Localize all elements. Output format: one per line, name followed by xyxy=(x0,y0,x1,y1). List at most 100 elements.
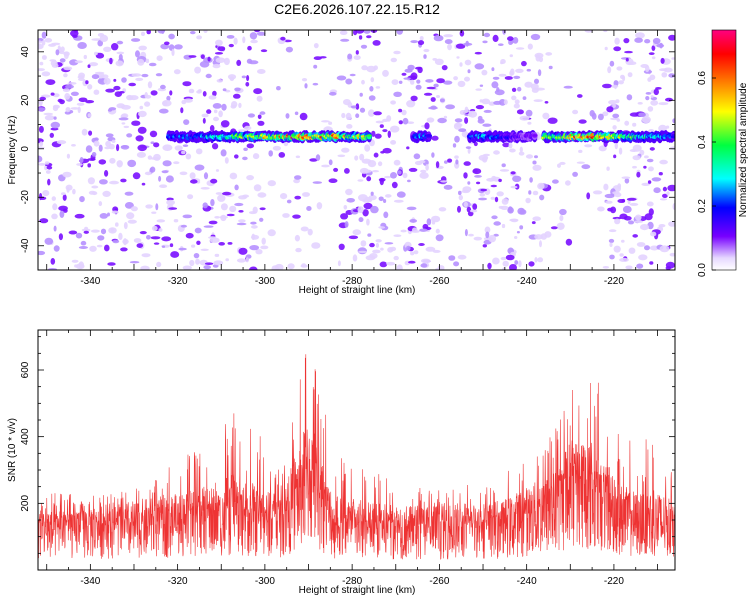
noise-speckle xyxy=(333,167,339,172)
noise-speckle xyxy=(145,204,153,209)
noise-speckle xyxy=(498,178,502,183)
noise-speckle xyxy=(426,117,435,123)
noise-speckle xyxy=(345,112,352,120)
noise-speckle xyxy=(178,247,187,251)
snr-y-label: SNR (10 * v/v) xyxy=(7,418,18,482)
noise-speckle xyxy=(238,219,246,223)
noise-speckle xyxy=(425,246,436,252)
noise-speckle xyxy=(39,61,44,66)
noise-speckle xyxy=(512,37,519,44)
noise-speckle xyxy=(109,157,116,164)
noise-speckle xyxy=(84,226,89,231)
noise-speckle xyxy=(44,38,53,43)
noise-speckle xyxy=(287,263,295,270)
noise-speckle xyxy=(431,152,435,158)
noise-speckle xyxy=(166,199,176,206)
noise-speckle xyxy=(503,99,508,105)
noise-speckle xyxy=(301,263,307,268)
noise-speckle xyxy=(144,94,152,99)
noise-speckle xyxy=(410,40,419,44)
noise-speckle xyxy=(516,109,524,115)
noise-speckle xyxy=(419,228,428,232)
noise-speckle xyxy=(212,103,222,109)
noise-speckle xyxy=(467,148,471,154)
noise-speckle xyxy=(532,164,542,171)
ridge-cell xyxy=(670,135,675,139)
noise-speckle xyxy=(129,261,140,264)
noise-speckle xyxy=(133,238,142,243)
noise-speckle xyxy=(423,48,430,53)
noise-speckle xyxy=(187,194,194,200)
noise-speckle xyxy=(362,169,372,173)
noise-speckle xyxy=(511,95,517,101)
noise-speckle xyxy=(614,142,618,150)
noise-speckle xyxy=(203,225,214,228)
noise-speckle xyxy=(62,194,67,201)
noise-speckle xyxy=(597,206,605,212)
noise-speckle xyxy=(280,36,286,41)
noise-speckle xyxy=(348,235,359,240)
noise-speckle xyxy=(436,95,440,98)
noise-speckle xyxy=(162,144,173,151)
noise-speckle xyxy=(165,175,174,183)
noise-speckle xyxy=(648,208,654,216)
noise-speckle xyxy=(352,209,359,213)
noise-speckle xyxy=(514,99,520,105)
noise-speckle xyxy=(377,161,383,167)
noise-speckle xyxy=(454,155,459,159)
noise-speckle xyxy=(231,101,238,108)
noise-speckle xyxy=(202,91,207,97)
noise-speckle xyxy=(200,248,209,251)
noise-speckle xyxy=(51,42,61,46)
noise-speckle xyxy=(475,88,483,91)
noise-speckle xyxy=(242,36,246,44)
noise-speckle xyxy=(80,240,87,246)
noise-speckle xyxy=(65,84,74,89)
noise-speckle xyxy=(53,225,57,232)
noise-speckle xyxy=(400,229,407,233)
noise-speckle xyxy=(267,229,276,237)
noise-speckle xyxy=(525,197,531,204)
noise-speckle xyxy=(337,154,346,158)
noise-speckle xyxy=(537,257,544,263)
noise-speckle xyxy=(513,103,520,109)
noise-speckle xyxy=(473,236,482,241)
noise-speckle xyxy=(632,165,637,169)
noise-speckle xyxy=(249,32,258,40)
noise-speckle xyxy=(81,128,88,136)
noise-speckle xyxy=(423,54,427,59)
noise-speckle xyxy=(467,69,471,74)
noise-speckle xyxy=(668,73,675,78)
noise-speckle xyxy=(70,107,80,110)
noise-speckle xyxy=(215,169,220,172)
noise-speckle xyxy=(644,245,650,251)
colorbar-label: Normalized spectral amplitude xyxy=(738,82,749,217)
noise-speckle xyxy=(584,30,593,33)
noise-speckle xyxy=(153,142,160,148)
noise-speckle xyxy=(367,160,377,168)
noise-speckle xyxy=(355,50,359,55)
noise-speckle xyxy=(222,88,227,92)
noise-speckle xyxy=(114,91,123,97)
noise-speckle xyxy=(492,34,499,43)
noise-speckle xyxy=(358,35,363,40)
noise-speckle xyxy=(643,165,647,169)
noise-speckle xyxy=(648,52,655,55)
noise-speckle xyxy=(294,111,299,116)
noise-speckle xyxy=(534,155,538,159)
noise-speckle xyxy=(518,151,525,156)
noise-speckle xyxy=(267,180,276,187)
noise-speckle xyxy=(653,88,659,96)
noise-speckle xyxy=(245,257,249,263)
noise-speckle xyxy=(280,193,288,200)
noise-speckle xyxy=(161,236,172,242)
noise-speckle xyxy=(572,171,578,177)
noise-speckle xyxy=(382,69,389,77)
noise-speckle xyxy=(68,230,78,235)
noise-speckle xyxy=(559,215,564,222)
noise-speckle xyxy=(180,224,187,228)
noise-speckle xyxy=(542,112,550,120)
noise-speckle xyxy=(196,240,201,245)
noise-speckle xyxy=(638,112,646,118)
noise-speckle xyxy=(199,61,210,68)
